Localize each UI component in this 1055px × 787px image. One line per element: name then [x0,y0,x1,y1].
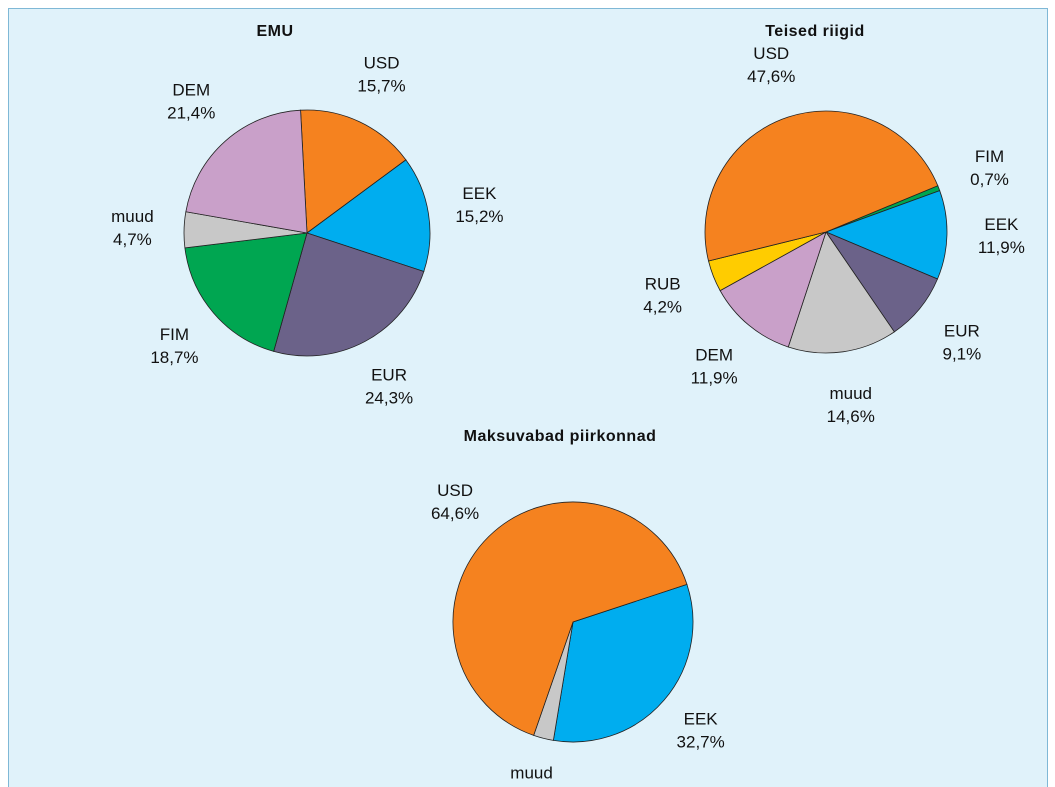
slice-value: 9,1% [943,344,982,363]
chart-title: Teised riigid [765,23,865,40]
slice-value: 21,4% [167,104,215,123]
slice-label: USD [364,54,400,73]
pie-slice [300,109,407,234]
pie-slice [184,232,308,352]
slice-label: RUB [645,275,681,294]
slice-value: 15,2% [455,207,503,226]
slice-label: USD [437,481,473,500]
slice-value: 15,7% [357,77,405,96]
slice-label: muud [510,763,553,782]
slice-label: FIM [160,325,189,344]
slice-value: 0,7% [970,170,1009,189]
chart-title: Maksuvabad piirkonnad [464,428,657,445]
slice-label: FIM [975,147,1004,166]
pie-slice [273,232,425,357]
slice-label: muud [111,207,154,226]
slice-label: DEM [695,346,733,365]
slice-value: 64,6% [431,504,479,523]
slice-value: 18,7% [150,348,198,367]
slice-label: EEK [684,710,719,729]
slice-value: 32,7% [677,733,725,752]
chart-title: EMU [256,23,293,40]
slice-label: EEK [462,184,497,203]
slice-label: DEM [172,81,210,100]
pie-slice [552,583,694,743]
slice-value: 11,9% [691,369,738,388]
pie-slice [185,109,308,234]
slice-value: 47,6% [747,67,795,86]
slice-value: 24,3% [365,389,413,408]
pie-slice [719,231,827,348]
slice-label: EUR [944,321,980,340]
slice-value: 4,2% [643,298,682,317]
slice-value: 4,7% [113,230,152,249]
slice-label: USD [753,44,789,63]
pie-slice [306,159,431,273]
slice-label: EEK [984,215,1019,234]
slice-value: 14,6% [827,407,875,426]
pie-slice [704,110,939,262]
slice-value: 11,9% [978,238,1025,257]
slice-label: muud [829,384,872,403]
pie-slice [452,501,688,736]
slice-label: EUR [371,366,407,385]
pie-slice [824,190,948,280]
pie-slice [787,231,895,354]
